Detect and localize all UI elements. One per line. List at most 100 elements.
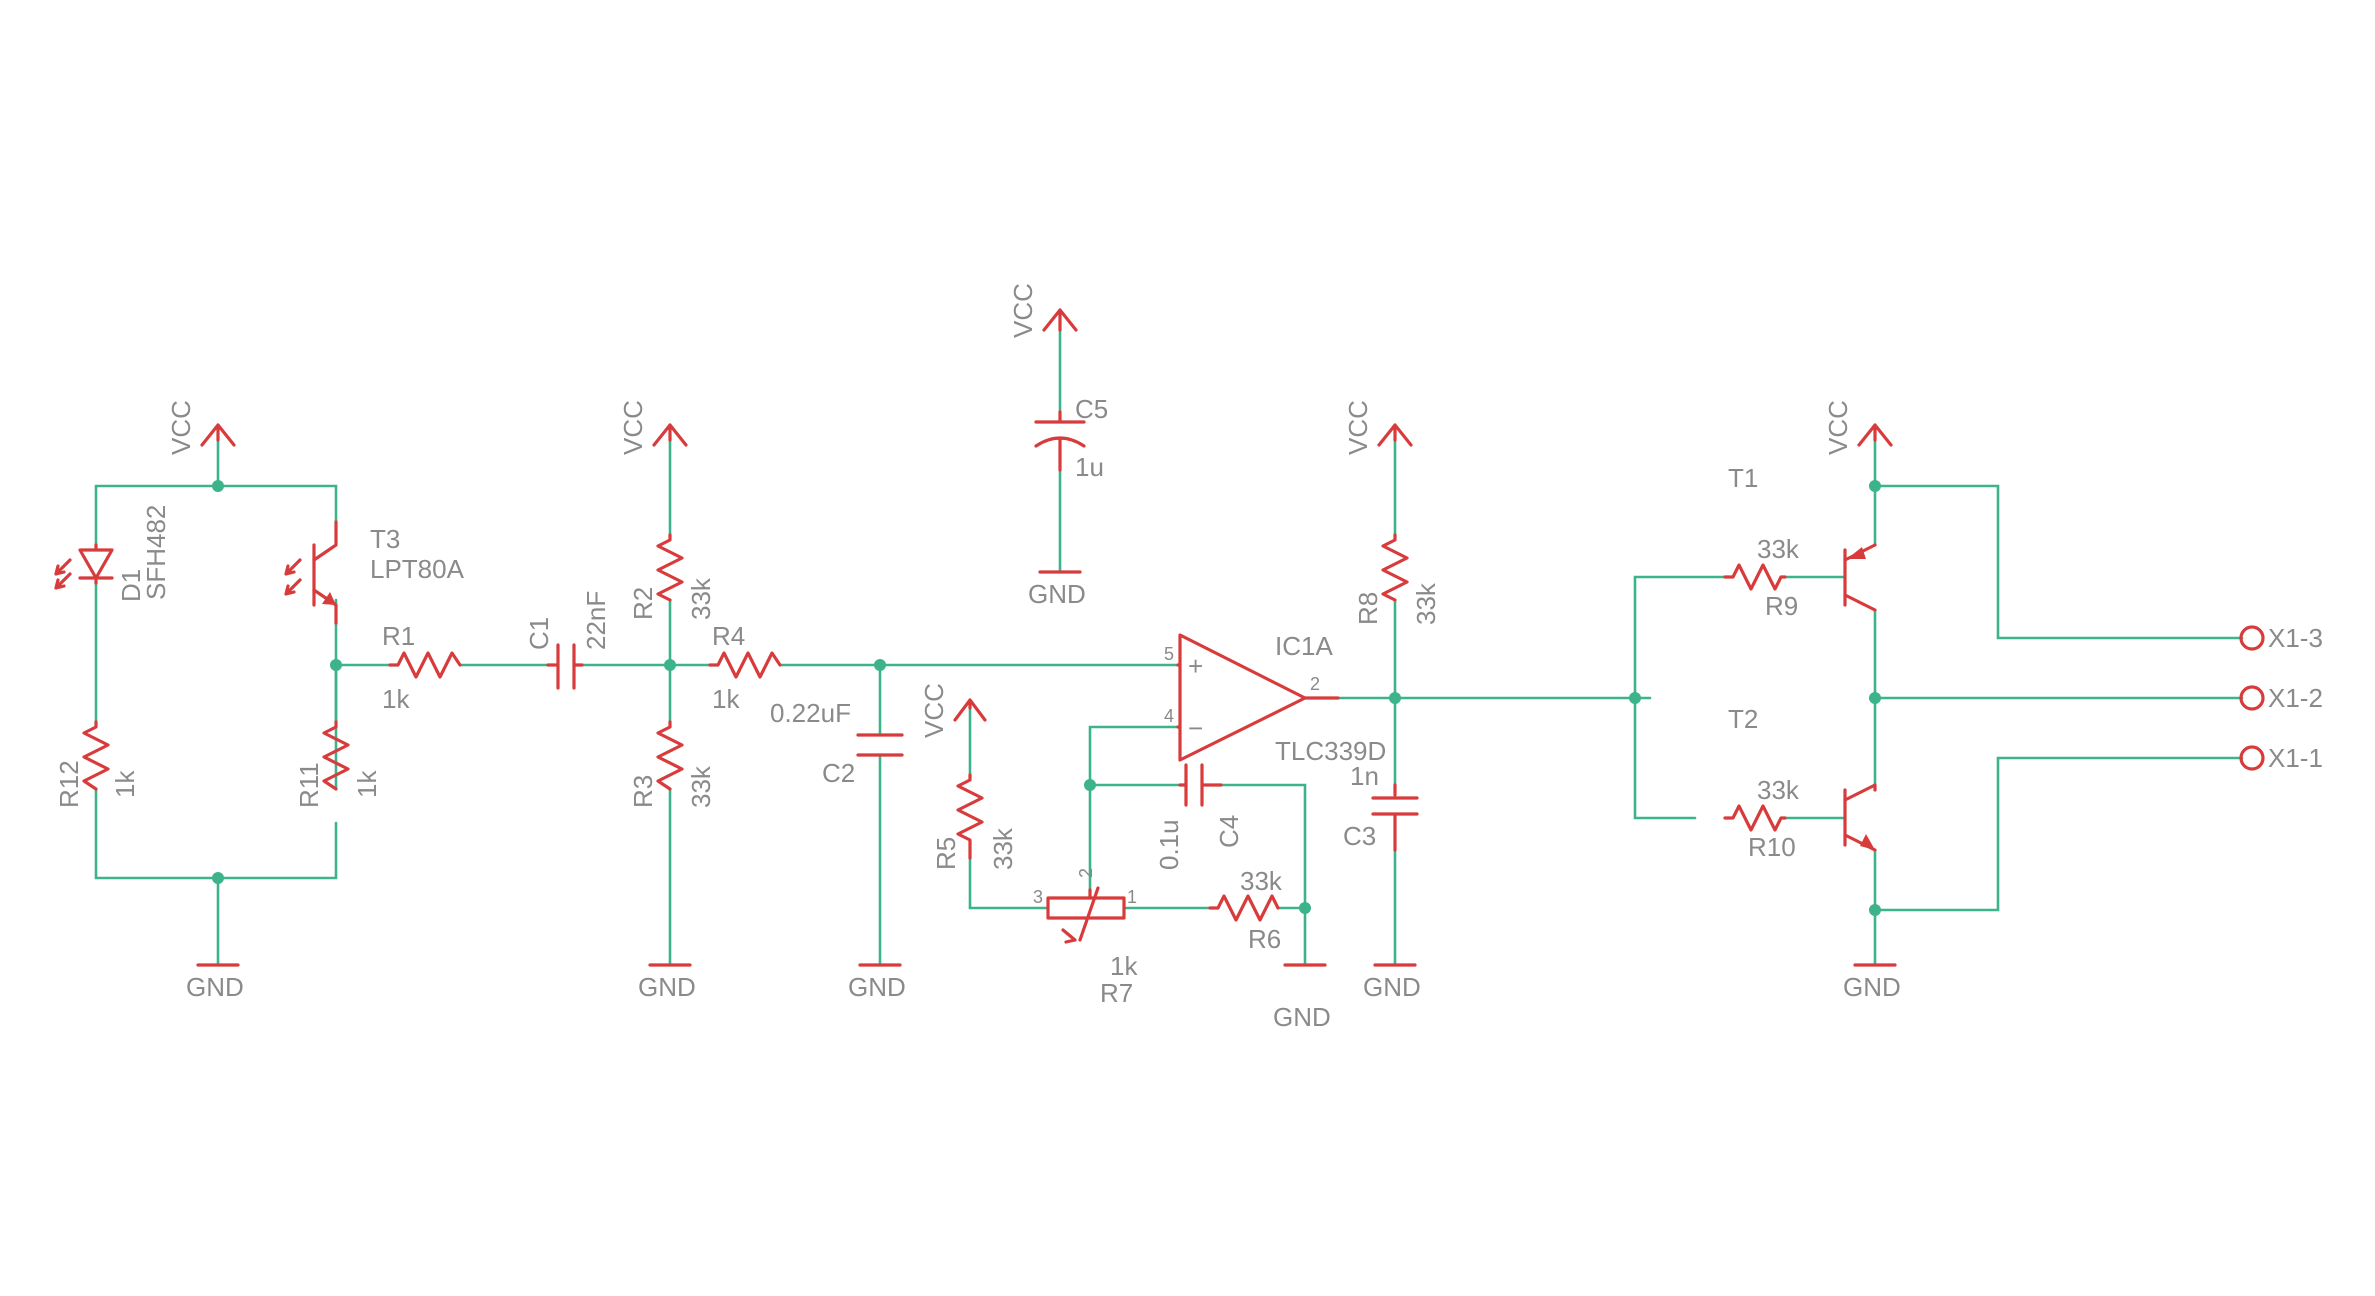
gnd-symbol-5: GND bbox=[1273, 963, 1331, 1032]
r11-value: 1k bbox=[352, 770, 382, 798]
connector-x1: X1-3 X1-2 X1-1 bbox=[2239, 623, 2323, 773]
gnd-label: GND bbox=[848, 972, 906, 1002]
gnd-label: GND bbox=[1273, 1002, 1331, 1032]
ic1a-plus-sign: + bbox=[1188, 651, 1203, 681]
vcc-symbol-4: VCC bbox=[919, 683, 987, 738]
c1-ref: C1 bbox=[524, 617, 554, 650]
c3-capacitor: 1n C3 bbox=[1343, 761, 1419, 852]
vcc-label: VCC bbox=[1823, 400, 1853, 455]
junction-dot bbox=[212, 480, 224, 492]
vcc-label: VCC bbox=[919, 683, 949, 738]
c2-capacitor: 0.22uF C2 bbox=[770, 698, 904, 788]
c1-value: 22nF bbox=[581, 591, 611, 650]
gnd-label: GND bbox=[638, 972, 696, 1002]
x1-1-label: X1-1 bbox=[2268, 743, 2323, 773]
r8-ref: R8 bbox=[1353, 592, 1383, 625]
gnd-label: GND bbox=[1843, 972, 1901, 1002]
d1-ref: D1 bbox=[116, 569, 146, 602]
r8-resistor: R8 33k bbox=[1353, 533, 1441, 625]
c2-value: 0.22uF bbox=[770, 698, 851, 728]
r2-ref: R2 bbox=[628, 587, 658, 620]
junction-dot bbox=[1869, 904, 1881, 916]
r7-ref: R7 bbox=[1100, 978, 1133, 1008]
c4-value: 0.1u bbox=[1154, 819, 1184, 870]
r2-resistor: R2 33k bbox=[628, 533, 716, 620]
t3-phototransistor: T3 LPT80A bbox=[284, 520, 465, 625]
c2-ref: C2 bbox=[822, 758, 855, 788]
r4-ref: R4 bbox=[712, 621, 745, 651]
r12-ref: R12 bbox=[54, 760, 84, 808]
r10-resistor: 33k R10 bbox=[1723, 775, 1800, 862]
junction-dot bbox=[1299, 902, 1311, 914]
r2-value: 33k bbox=[686, 577, 716, 620]
r12-resistor: R12 1k bbox=[54, 720, 140, 808]
gnd-symbol-4: GND bbox=[1028, 570, 1086, 609]
junction-dot bbox=[1084, 779, 1096, 791]
junction-dot bbox=[1869, 480, 1881, 492]
vcc-symbol-6: VCC bbox=[1823, 400, 1893, 455]
r6-resistor: 33k R6 bbox=[1208, 866, 1283, 954]
c5-capacitor: C5 1u bbox=[1034, 394, 1108, 482]
ic1a-comparator: + − 5 4 2 IC1A TLC339D bbox=[1164, 631, 1386, 766]
vcc-symbol-2: VCC bbox=[618, 400, 688, 455]
x1-3-pad bbox=[2239, 625, 2265, 651]
r9-resistor: 33k R9 bbox=[1723, 534, 1800, 621]
r1-value: 1k bbox=[382, 684, 410, 714]
ic1a-minus-sign: − bbox=[1188, 713, 1203, 743]
x1-3-label: X1-3 bbox=[2268, 623, 2323, 653]
gnd-symbol-2: GND bbox=[638, 963, 696, 1002]
r3-value: 33k bbox=[686, 765, 716, 808]
junction-dot bbox=[1389, 692, 1401, 704]
gnd-symbol-6: GND bbox=[1363, 963, 1421, 1002]
ic1a-pin-2: 2 bbox=[1310, 674, 1320, 694]
vcc-symbol-3: VCC bbox=[1008, 283, 1078, 338]
t1-transistor: T1 bbox=[1728, 463, 1877, 612]
r4-resistor: R4 1k bbox=[708, 621, 782, 714]
ic1a-value: TLC339D bbox=[1275, 736, 1386, 766]
gnd-symbol-1: GND bbox=[186, 963, 244, 1002]
c4-capacitor: 0.1u C4 bbox=[1154, 763, 1244, 870]
gnd-label: GND bbox=[1363, 972, 1421, 1002]
c3-ref: C3 bbox=[1343, 821, 1376, 851]
r1-ref: R1 bbox=[382, 621, 415, 651]
t1-ref: T1 bbox=[1728, 463, 1758, 493]
c4-ref: C4 bbox=[1214, 815, 1244, 848]
vcc-symbol-5: VCC bbox=[1343, 400, 1413, 455]
junction-dot bbox=[1869, 692, 1881, 704]
d1-value: SFH482 bbox=[141, 505, 171, 600]
r3-resistor: R3 33k bbox=[628, 720, 716, 808]
gnd-label: GND bbox=[186, 972, 244, 1002]
r9-value: 33k bbox=[1757, 534, 1800, 564]
r12-value: 1k bbox=[110, 770, 140, 798]
vcc-label: VCC bbox=[618, 400, 648, 455]
d1-led: D1 SFH482 bbox=[54, 505, 171, 602]
ic1a-pin-5: 5 bbox=[1164, 644, 1174, 664]
x1-2-label: X1-2 bbox=[2268, 683, 2323, 713]
r7-trimmer: 3 1 2 1k R7 bbox=[1033, 868, 1138, 1008]
junction-dot bbox=[330, 659, 342, 671]
ic1a-pin-4: 4 bbox=[1164, 706, 1174, 726]
t2-transistor: T2 bbox=[1728, 704, 1877, 852]
r4-value: 1k bbox=[712, 684, 740, 714]
r5-ref: R5 bbox=[931, 837, 961, 870]
junction-dot bbox=[212, 872, 224, 884]
r3-ref: R3 bbox=[628, 775, 658, 808]
vcc-label: VCC bbox=[1343, 400, 1373, 455]
r11-resistor: R11 1k bbox=[294, 720, 382, 808]
c1-capacitor: C1 22nF bbox=[524, 591, 611, 690]
t3-value: LPT80A bbox=[370, 554, 465, 584]
r6-ref: R6 bbox=[1248, 924, 1281, 954]
r5-resistor: R5 33k bbox=[931, 773, 1018, 870]
gnd-symbol-3: GND bbox=[848, 963, 906, 1002]
r8-value: 33k bbox=[1411, 582, 1441, 625]
r1-resistor: R1 1k bbox=[382, 621, 462, 714]
r7-value: 1k bbox=[1110, 951, 1138, 981]
vcc-label: VCC bbox=[1008, 283, 1038, 338]
t3-ref: T3 bbox=[370, 524, 400, 554]
r7-pin-3: 3 bbox=[1033, 887, 1043, 907]
r5-value: 33k bbox=[988, 827, 1018, 870]
c5-ref: C5 bbox=[1075, 394, 1108, 424]
junctions bbox=[212, 480, 1881, 916]
x1-1-pad bbox=[2239, 745, 2265, 771]
